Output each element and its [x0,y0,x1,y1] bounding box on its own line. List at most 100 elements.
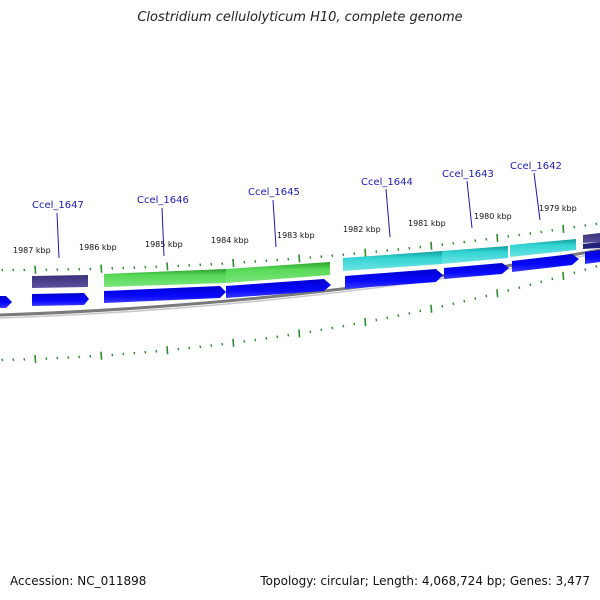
upper-ruler-tick [485,237,488,241]
lower-ruler-tick [529,283,532,287]
upper-ruler-tick [210,262,213,266]
upper-ruler-tick [540,230,543,234]
gene-label-ccel-1644[interactable]: Ccel_1644 [361,177,413,188]
upper-ruler-tick [78,267,81,271]
cds-arrow-ccel-1643 [444,263,509,279]
upper-ruler-tick [441,243,444,246]
upper-ruler-tick [573,225,576,229]
upper-ruler-tick [166,262,169,271]
upper-ruler-tick [12,268,15,272]
cds-arrow-ccel-1644 [345,269,443,289]
upper-ruler-tick [1,268,4,272]
gene-label-ccel-1645[interactable]: Ccel_1645 [248,187,300,198]
upper-ruler-tick [397,248,400,251]
gene-feature-ccel-1644 [343,251,442,271]
feature-row [32,233,600,288]
upper-ruler-tick [177,264,180,268]
upper-ruler-tick [474,239,477,243]
lower-ruler-tick [78,355,81,359]
upper-ruler-tick [562,224,565,233]
tick-label-1985: 1985 kbp [145,240,183,249]
accession-text: Accession: NC_011898 [10,574,147,588]
upper-ruler-tick [507,235,510,238]
cds-arrow-ccel-1645 [226,279,331,298]
upper-ruler-tick [122,266,125,270]
lower-ruler-tick [45,357,48,360]
upper-ruler-tick [342,253,345,257]
gene-feature-ccel-1646 [104,269,226,287]
upper-ruler-tick [353,252,356,256]
lower-ruler-tick [89,354,92,358]
upper-ruler-tick [276,258,279,262]
tick-label-1981: 1981 kbp [408,219,446,228]
lower-ruler-tick [452,302,455,306]
upper-ruler-tick [452,241,455,245]
gene-feature-ccel-1642 [510,239,576,257]
lower-ruler-tick [386,316,389,320]
upper-ruler-tick [56,268,59,271]
upper-ruler-tick [386,249,389,252]
lower-ruler-tick [12,358,15,362]
upper-ruler-tick [529,232,532,235]
upper-ruler-tick [298,254,301,263]
gene-label-ccel-1642[interactable]: Ccel_1642 [510,161,562,172]
upper-ruler-tick [430,241,433,250]
cds-row [0,242,600,308]
lower-ruler-tick [518,286,521,290]
genome-summary-text: Topology: circular; Length: 4,068,724 bp… [260,574,590,588]
lower-ruler-tick [485,294,488,298]
lower-ruler-tick [34,354,37,364]
lower-ruler-tick [232,338,235,347]
lower-ruler-tick [408,311,411,315]
lower-ruler-tick [375,318,378,322]
lower-ruler-tick [133,351,136,355]
upper-ruler-tick [188,263,191,267]
gene-feature-next [583,233,600,243]
tick-label-1980: 1980 kbp [474,212,512,221]
gene-label-ccel-1647[interactable]: Ccel_1647 [32,200,84,211]
lower-ruler-tick [331,326,334,330]
lower-ruler-tick [254,338,257,342]
gene-leader-lines [56,172,541,259]
upper-ruler-tick [199,263,202,267]
gene-feature-ccel-1643 [442,246,508,264]
lower-ruler-tick [309,330,312,334]
lower-ruler-tick [507,289,510,292]
upper-ruler-tick [265,259,268,263]
upper-ruler-tick [375,250,378,253]
lower-ruler-tick [177,347,180,351]
upper-ruler-tick [23,268,26,272]
upper-ruler-tick [45,268,48,272]
lower-ruler-tick [155,349,158,353]
lower-ruler-tick [287,333,290,337]
lower-ruler-tick [56,356,59,360]
lower-ruler-tick [496,289,499,298]
gene-label-ccel-1646[interactable]: Ccel_1646 [137,195,189,206]
lower-ruler-tick [430,304,433,313]
lower-ruler-tick [111,353,114,357]
tick-label-1982: 1982 kbp [343,225,381,234]
upper-ruler-tick [89,267,92,271]
tick-label-1986: 1986 kbp [79,243,117,252]
gene-label-ccel-1643[interactable]: Ccel_1643 [442,169,494,180]
lower-ruler-tick [551,277,554,281]
upper-ruler-tick [364,248,367,257]
upper-ruler-tick [595,222,598,226]
upper-ruler-tick [232,258,235,268]
upper-ruler-tick [67,268,70,271]
lower-ruler-tick [342,324,345,328]
upper-ruler-tick [584,224,587,227]
upper-ruler-tick [144,265,147,269]
upper-ruler-tick [133,266,136,270]
tick-label-1987: 1987 kbp [13,246,51,255]
upper-ruler-tick [463,240,466,244]
lower-ruler-tick [441,304,444,308]
upper-tick-ruler [1,222,598,274]
cds-arrow-next-dark [583,242,600,249]
lower-ruler-tick [298,329,301,338]
lower-ruler-tick [276,335,279,339]
upper-ruler-tick [496,233,499,242]
lower-ruler-tick [474,297,477,300]
upper-ruler-tick [320,255,323,258]
cds-arrow-ccel-1642 [512,254,579,272]
